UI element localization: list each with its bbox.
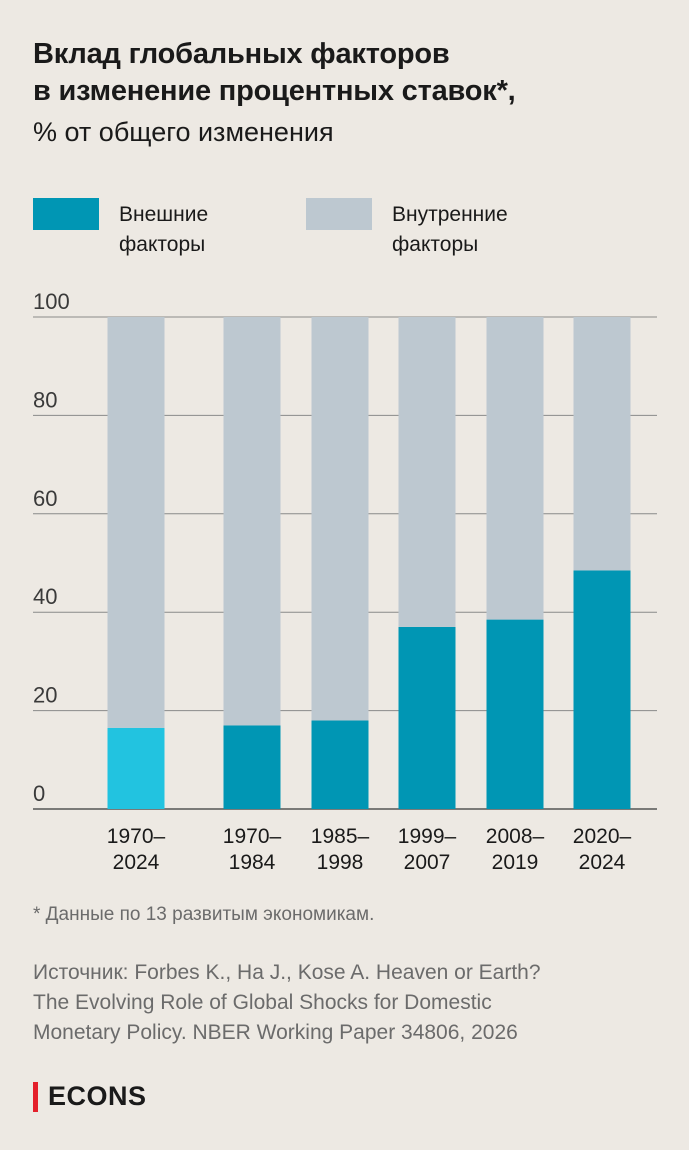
bar-external-3	[398, 626, 456, 809]
source-line-2: The Evolving Role of Global Shocks for D…	[33, 991, 492, 1014]
bar-domestic-5	[573, 317, 631, 571]
y-tick-label-40: 40	[33, 584, 57, 609]
source-note: Источник: Forbes K., Ha J., Kose A. Heav…	[33, 958, 673, 1048]
x-label-0-line2: 2024	[113, 851, 160, 874]
bar-domestic-0	[107, 317, 165, 728]
x-label-2-line1: 1985–	[311, 825, 370, 848]
x-label-0-line1: 1970–	[107, 825, 166, 848]
x-label-1-line1: 1970–	[223, 825, 282, 848]
bar-external-5	[573, 570, 631, 809]
y-tick-label-100: 100	[33, 289, 70, 314]
legend-swatch-external	[33, 198, 99, 230]
brand-name: ECONS	[48, 1081, 147, 1111]
legend-label-external: Внешние факторы	[119, 203, 209, 256]
title-line-2: в изменение процентных ставок*,	[33, 75, 516, 107]
y-tick-label-60: 60	[33, 486, 57, 511]
legend-item-domestic: Внутренние факторы	[306, 198, 562, 260]
x-label-4-line1: 2008–	[486, 825, 545, 848]
source-line-1: Источник: Forbes K., Ha J., Kose A. Heav…	[33, 961, 541, 984]
stacked-bar-chart: 0 20 40 60 80 100 1970– 2024 1970– 1984 1985– 1998 1…	[33, 289, 657, 874]
bar-domestic-2	[311, 317, 369, 721]
x-label-4-line2: 2019	[492, 851, 539, 874]
footnote: * Данные по 13 развитым экономикам.	[33, 904, 375, 925]
bar-domestic-4	[486, 317, 544, 620]
title-line-1: Вклад глобальных факторов	[33, 38, 450, 70]
x-label-2-line2: 1998	[317, 851, 364, 874]
bar-external-0	[107, 727, 165, 809]
bar-external-1	[223, 725, 281, 809]
chart-title: Вклад глобальных факторов в изменение пр…	[33, 36, 673, 110]
legend-label-domestic: Внутренние факторы	[392, 203, 508, 256]
brand-accent-bar	[33, 1081, 38, 1112]
y-tick-label-20: 20	[33, 683, 57, 708]
brand-logo: ECONS	[33, 1081, 147, 1112]
legend-item-external: Внешние факторы	[33, 198, 289, 260]
x-label-3-line1: 1999–	[398, 825, 457, 848]
bar-external-2	[311, 720, 369, 809]
source-line-3: Monetary Policy. NBER Working Paper 3480…	[33, 1021, 518, 1044]
x-label-1-line2: 1984	[229, 851, 276, 874]
x-label-5-line1: 2020–	[573, 825, 632, 848]
x-label-5-line2: 2024	[579, 851, 626, 874]
x-label-3-line2: 2007	[404, 851, 451, 874]
bar-domestic-3	[398, 317, 456, 627]
y-tick-label-80: 80	[33, 387, 57, 412]
bar-domestic-1	[223, 317, 281, 726]
chart-subtitle: % от общего изменения	[33, 117, 334, 147]
y-tick-label-0: 0	[33, 781, 45, 806]
bar-external-4	[486, 619, 544, 809]
legend-swatch-domestic	[306, 198, 372, 230]
